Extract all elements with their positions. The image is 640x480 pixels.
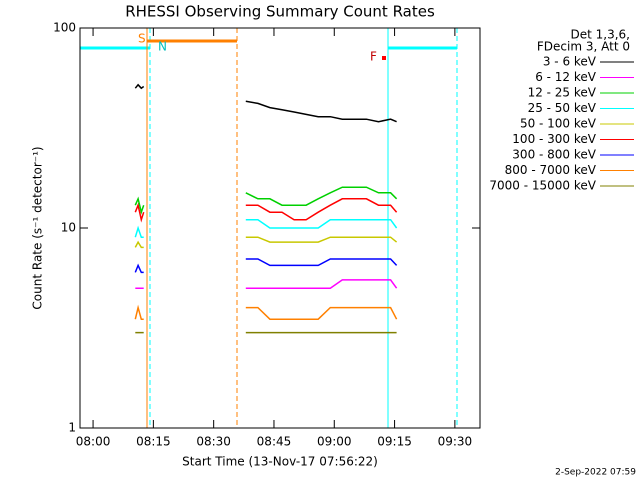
y-axis-label: Count Rate (s⁻¹ detector⁻¹) [31,146,45,309]
legend-label: 6 - 12 keV [535,70,597,84]
legend-title: FDecim 3, Att 0 [537,40,630,54]
footer: 2-Sep-2022 07:59 [555,468,636,478]
y-tick-label: 10 [61,221,76,235]
legend-label: 7000 - 15000 keV [489,179,596,193]
legend-label: 3 - 6 keV [543,55,597,69]
y-tick-label: 1 [68,421,76,435]
annotation: F [370,50,377,64]
legend-label: 800 - 7000 keV [505,163,597,177]
legend-label: 100 - 300 keV [512,132,596,146]
legend-title: Det 1,3,6, [571,28,631,42]
x-tick-label: 08:45 [257,435,292,449]
flare-marker [382,56,386,60]
series-line [134,218,398,238]
legend-label: 12 - 25 keV [528,86,597,100]
x-tick-label: 09:00 [317,435,352,449]
y-tick-label: 100 [53,21,76,35]
x-tick-label: 08:00 [76,435,111,449]
intervals: S N F [79,28,458,428]
chart-title: RHESSI Observing Summary Count Rates [125,3,435,21]
series-line [135,279,398,289]
x-axis-label: Start Time (13-Nov-17 07:56:22) [182,455,378,469]
series-line [134,83,397,123]
legend-label: 25 - 50 keV [528,101,597,115]
x-tick-label: 08:15 [136,435,171,449]
legend-label: 50 - 100 keV [520,117,597,131]
x-tick-label: 08:30 [196,435,231,449]
legend-label: 300 - 800 keV [512,148,596,162]
series-line [134,236,398,249]
series-line [134,258,398,274]
series-line [134,186,398,215]
annotation: N [158,40,167,54]
x-tick-label: 09:30 [438,435,473,449]
series-line [134,304,398,320]
x-tick-label: 09:15 [377,435,412,449]
series-line [134,198,398,223]
annotation: S [138,32,146,46]
